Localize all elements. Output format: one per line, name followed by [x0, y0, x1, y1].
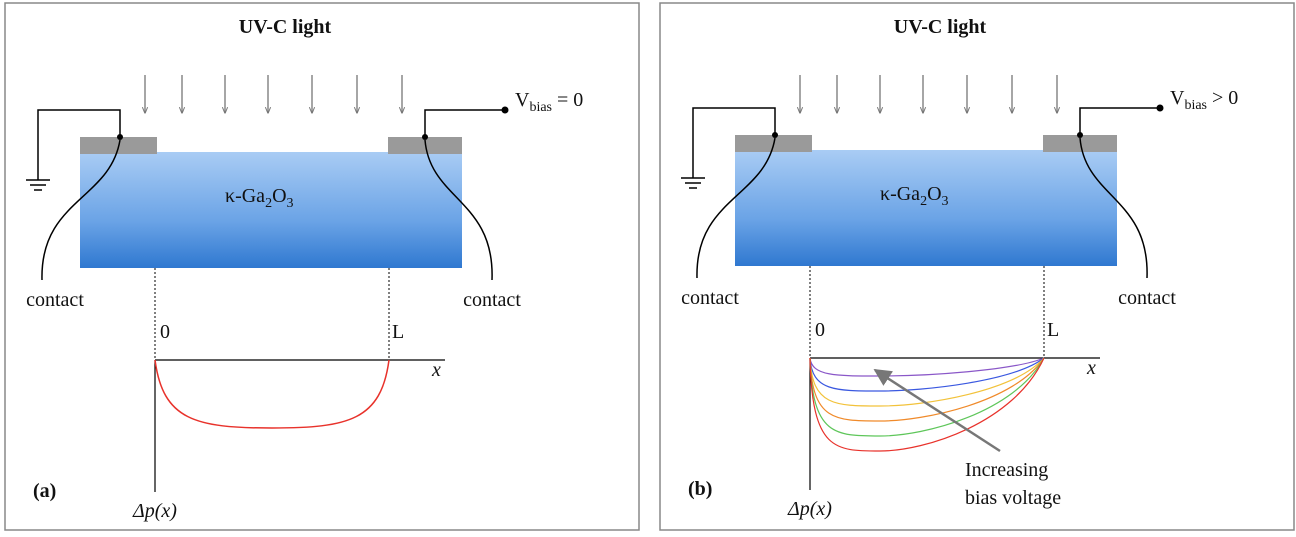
bias-relation: > 0: [1212, 87, 1238, 109]
bias-relation: = 0: [557, 89, 583, 111]
line: [875, 370, 1000, 451]
wire: [425, 110, 505, 137]
contact-label: contact: [681, 287, 739, 309]
bias-label: Vbias = 0: [515, 89, 583, 115]
terminal: [1077, 132, 1083, 138]
length-label: L: [392, 321, 404, 343]
material-sub: 3: [287, 196, 294, 211]
carrier-profile: [810, 358, 1044, 376]
panel-border: [660, 3, 1294, 530]
origin-label: 0: [815, 319, 825, 341]
terminal: [772, 132, 778, 138]
y-axis-label: Δp(x): [132, 500, 177, 522]
x-axis-label: x: [1086, 357, 1096, 379]
terminal: [422, 134, 428, 140]
origin-label: 0: [160, 321, 170, 343]
contact-label: contact: [26, 289, 84, 311]
annotation: Increasing: [965, 459, 1048, 481]
terminal: [117, 134, 123, 140]
bias-subscript: bias: [529, 100, 552, 115]
length-label: L: [1047, 319, 1059, 341]
annotation: bias voltage: [965, 487, 1061, 509]
material-sub: 2: [920, 194, 927, 209]
material-sub: 2: [265, 196, 272, 211]
material-middle: O: [927, 183, 941, 205]
carrier-profile: [155, 360, 389, 428]
material-sub: 3: [942, 194, 949, 209]
bias-symbol: V: [515, 89, 530, 111]
wire: [1080, 108, 1160, 135]
bias-symbol: V: [1170, 87, 1185, 109]
material-prefix: κ-Ga: [880, 183, 920, 205]
contact-label: contact: [1118, 287, 1176, 309]
panel-label: (b): [688, 478, 712, 500]
panel-title: UV-C light: [239, 16, 332, 38]
material-middle: O: [272, 185, 286, 207]
contact-label: contact: [463, 289, 521, 311]
terminal: [502, 107, 509, 114]
x-axis-label: x: [431, 359, 441, 381]
y-axis-label: Δp(x): [787, 498, 832, 520]
material-prefix: κ-Ga: [225, 185, 265, 207]
carrier-profile: [810, 358, 1044, 406]
bias-label: Vbias > 0: [1170, 87, 1238, 113]
panel-label: (a): [33, 480, 56, 502]
terminal: [1157, 105, 1164, 112]
panel-title: UV-C light: [894, 16, 987, 38]
bias-subscript: bias: [1184, 98, 1207, 113]
figure: UV-C lightVbias= 0κ-Ga2O3contactcontact0…: [0, 0, 1296, 537]
carrier-profile: [810, 358, 1044, 436]
